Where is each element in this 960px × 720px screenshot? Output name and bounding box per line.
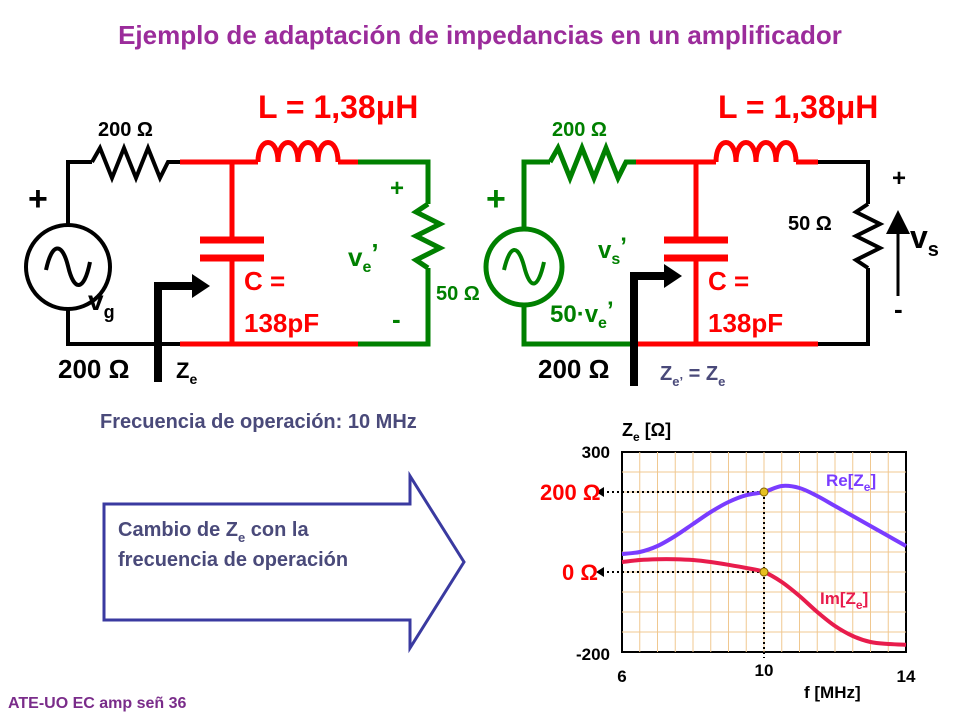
circuit-1	[24, 140, 446, 382]
load2-res-label: 50 Ω	[788, 213, 832, 235]
chart-ylabel: Ze [Ω]	[622, 420, 671, 444]
resistor-200-icon	[90, 142, 180, 184]
source1-label: vg	[88, 285, 115, 322]
vs-label: vs	[910, 219, 939, 261]
source2-plus: +	[486, 180, 506, 218]
wire-top-left	[66, 160, 92, 236]
source1-res-label: 200 Ω	[58, 354, 129, 384]
source2-value: 50·ve’	[550, 297, 614, 332]
ze1-label: Ze	[176, 358, 197, 387]
cap1-label-1: C =	[244, 266, 285, 296]
source2-res-label: 200 Ω	[538, 354, 609, 384]
wire-bottom-left	[66, 298, 180, 346]
callout-line-1: Cambio de Ze con la	[118, 519, 309, 545]
x-tick-14: 14	[897, 667, 916, 686]
resistor2-50-icon	[851, 202, 885, 270]
slide-title: Ejemplo de adaptación de impedancias en …	[118, 20, 842, 50]
load2-plus: +	[892, 165, 906, 192]
y-tick-300: 300	[582, 443, 610, 462]
marker-label-200: 200 Ω	[540, 480, 600, 505]
load1-minus: -	[392, 304, 401, 334]
wire-green-top	[358, 159, 431, 204]
guide-arrowhead	[596, 487, 604, 497]
footer-text: ATE-UO EC amp señ 36	[8, 695, 187, 712]
inductor-icon	[255, 140, 341, 163]
ze2-arrow-icon	[630, 272, 666, 386]
source1-plus: +	[28, 180, 48, 218]
x-tick-10: 10	[755, 661, 774, 680]
callout-line-2: frecuencia de operación	[118, 549, 348, 571]
sine2-icon	[502, 248, 546, 286]
circuit-2	[483, 140, 910, 386]
callout-arrow-icon	[102, 470, 466, 654]
inductor1-label: L = 1,38μH	[258, 89, 418, 125]
load1-res-label: 50 Ω	[436, 283, 480, 305]
ze2-label: Ze’ = Ze	[660, 363, 725, 389]
load2-minus: -	[894, 294, 903, 324]
impedance-chart	[596, 451, 907, 658]
marker-label-0: 0 Ω	[562, 560, 598, 585]
res1-label: 200 Ω	[98, 119, 153, 141]
chart-guides	[596, 487, 765, 658]
load1-voltage: ve’	[348, 238, 379, 276]
ze-arrow-icon	[154, 282, 194, 382]
operating-frequency: Frecuencia de operación: 10 MHz	[100, 411, 417, 433]
res2-label: 200 Ω	[552, 119, 607, 141]
guide-arrowhead	[596, 567, 604, 577]
inductor2-label: L = 1,38μH	[718, 89, 878, 125]
chart-markers	[759, 487, 769, 577]
operating-point-marker	[759, 567, 769, 577]
cap1-label-2: 138pF	[244, 308, 319, 338]
load1-plus: +	[390, 175, 404, 202]
wire2-green-bottom	[521, 298, 636, 347]
legend-re: Re[Ze]	[826, 471, 876, 494]
resistor2-200-icon	[547, 141, 636, 185]
resistor-50-icon	[410, 201, 446, 271]
cap2-label-2: 138pF	[708, 308, 783, 338]
x-tick-6: 6	[617, 667, 626, 686]
chart-xlabel: f [MHz]	[804, 683, 861, 702]
inductor2-icon	[713, 140, 799, 163]
y-tick-neg200: -200	[576, 645, 610, 664]
wire2-green-top	[521, 159, 550, 236]
legend-im: Im[Ze]	[820, 589, 868, 612]
operating-point-marker	[759, 487, 769, 497]
cap2-label-1: C =	[708, 266, 749, 296]
sine-icon	[44, 246, 92, 287]
wire-green-bottom	[358, 268, 431, 347]
vs-prime-label: vs’	[598, 233, 627, 268]
